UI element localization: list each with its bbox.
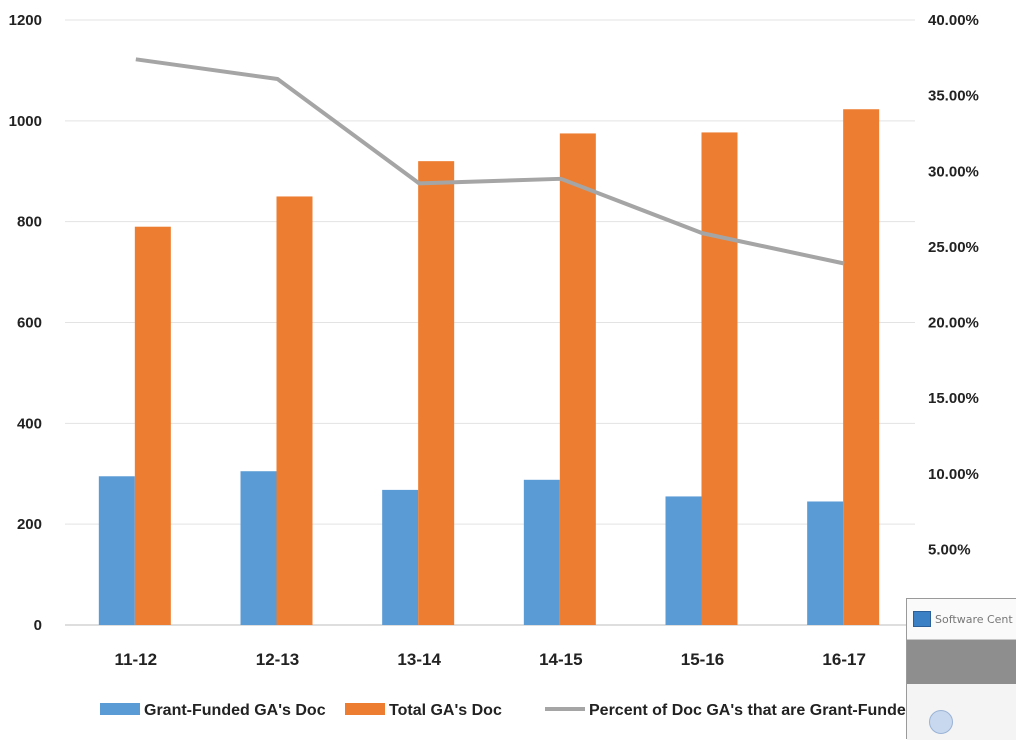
x-tick-label: 13-14 — [397, 650, 441, 669]
x-tick-label: 12-13 — [256, 650, 299, 669]
left-tick-label: 600 — [17, 315, 42, 332]
legend: Grant-Funded GA's Doc Total GA's Doc Perce… — [100, 702, 916, 719]
left-tick-label: 800 — [17, 214, 42, 231]
software-center-titlebar[interactable]: Software Cent — [907, 599, 1016, 640]
software-center-title: Software Cent — [935, 613, 1013, 626]
right-tick-label: 20.00% — [928, 315, 979, 332]
total-bar — [135, 227, 171, 625]
percent-series-line — [136, 59, 844, 263]
avatar-icon — [929, 710, 953, 734]
percent-line — [136, 59, 845, 263]
software-center-window[interactable]: Software Cent — [906, 598, 1016, 739]
legend-label: Percent of Doc GA's that are Grant-Funde… — [589, 702, 916, 719]
legend-swatch — [100, 703, 140, 715]
grant-funded-bar — [807, 501, 843, 625]
grant-funded-bar — [99, 476, 135, 625]
x-tick-label: 15-16 — [681, 650, 724, 669]
left-tick-label: 400 — [17, 415, 42, 432]
grant-funded-bar — [666, 496, 702, 625]
left-tick-label: 1200 — [9, 12, 42, 29]
left-tick-label: 1000 — [9, 113, 42, 130]
right-tick-label: 15.00% — [928, 390, 979, 407]
software-center-icon — [913, 611, 931, 627]
software-center-header — [907, 640, 1016, 684]
total-bar — [277, 196, 313, 625]
legend-label: Grant-Funded GA's Doc — [144, 702, 326, 719]
grant-funded-bar — [524, 480, 560, 625]
legend-swatch — [345, 703, 385, 715]
left-tick-label: 200 — [17, 516, 42, 533]
grant-funded-bar — [241, 471, 277, 625]
right-tick-label: 5.00% — [928, 541, 971, 558]
software-center-body — [907, 684, 1016, 740]
gridlines — [65, 20, 915, 625]
total-bar — [418, 161, 454, 625]
x-tick-label: 14-15 — [539, 650, 582, 669]
right-tick-label: 40.00% — [928, 12, 979, 29]
right-tick-label: 35.00% — [928, 88, 979, 105]
right-axis-ticks: 5.00% 10.00% 15.00% 20.00% 25.00% 30.00% 35.00… — [928, 12, 979, 558]
left-tick-label: 0 — [34, 617, 42, 634]
x-axis-ticks: 11-12 12-13 13-14 14-15 15-16 16-17 — [115, 650, 866, 669]
total-bar — [702, 132, 738, 625]
x-tick-label: 16-17 — [822, 650, 865, 669]
total-bar — [843, 109, 879, 625]
right-tick-label: 30.00% — [928, 163, 979, 180]
combo-chart: 0 200 400 600 800 1000 1200 5.00% 10.00% 15.00% 2… — [0, 0, 1016, 725]
right-tick-label: 10.00% — [928, 466, 979, 483]
left-axis-ticks: 0 200 400 600 800 1000 1200 — [9, 12, 42, 634]
grant-funded-bar — [382, 490, 418, 625]
legend-label: Total GA's Doc — [389, 702, 502, 719]
right-tick-label: 25.00% — [928, 239, 979, 256]
total-bar — [560, 133, 596, 625]
x-tick-label: 11-12 — [115, 650, 158, 669]
bars — [99, 109, 879, 625]
